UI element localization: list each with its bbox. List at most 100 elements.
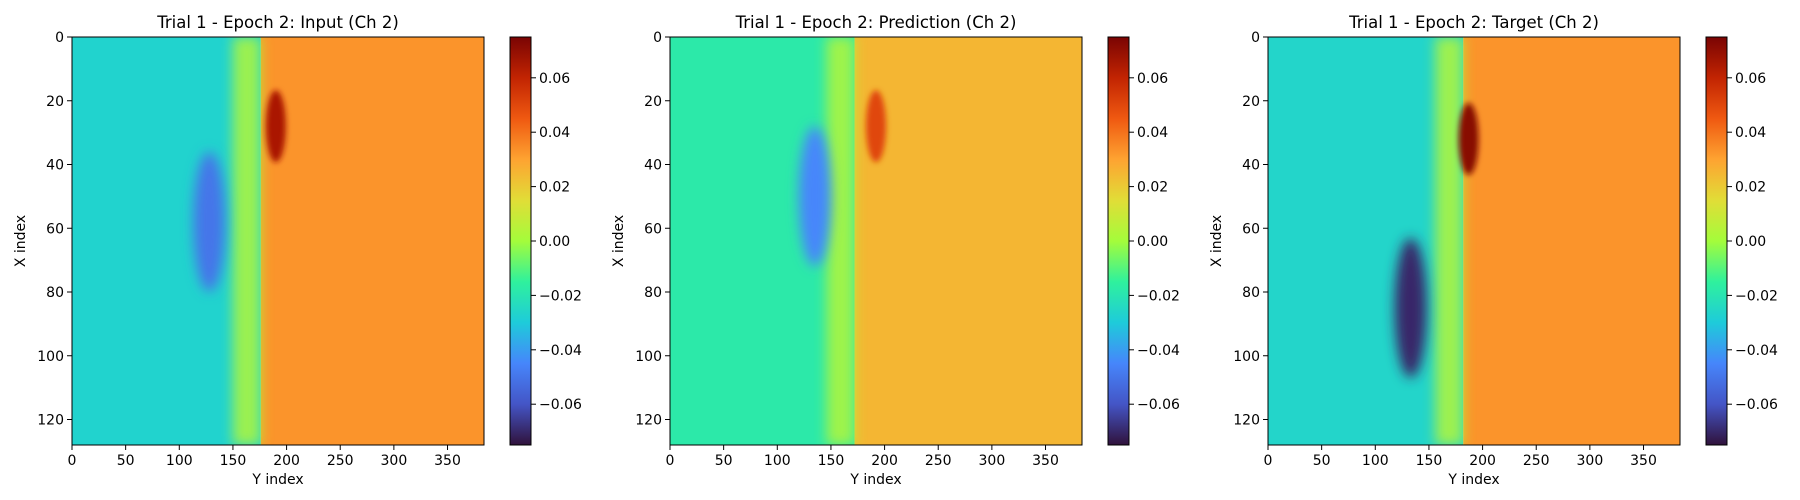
y-axis-label: X index <box>13 215 29 267</box>
y-tick-label: 120 <box>1233 413 1260 429</box>
front-band <box>232 37 261 445</box>
colorbar-tick-label: −0.02 <box>1137 288 1180 304</box>
heatmap-panel-2: Trial 1 - Epoch 2: Prediction (Ch 2) 0 50 1… <box>611 13 1180 488</box>
y-tick-label: 80 <box>644 285 662 301</box>
y-tick-label: 120 <box>37 413 64 429</box>
colorbar-tick-label: −0.02 <box>1735 288 1778 304</box>
x-tick-label: 150 <box>818 453 845 469</box>
x-tick-label: 200 <box>871 453 898 469</box>
x-tick-label: 150 <box>1416 453 1443 469</box>
x-tick-label: 50 <box>117 453 135 469</box>
region-right <box>854 37 1082 445</box>
panel-title: Trial 1 - Epoch 2: Input (Ch 2) <box>156 13 399 32</box>
x-tick-label: 200 <box>273 453 300 469</box>
panel-title: Trial 1 - Epoch 2: Prediction (Ch 2) <box>735 13 1017 32</box>
y-tick-label: 0 <box>55 30 64 46</box>
x-tick-label: 0 <box>666 453 675 469</box>
y-tick-label: 0 <box>653 30 662 46</box>
region-left <box>72 37 261 445</box>
x-tick-label: 300 <box>1577 453 1604 469</box>
colorbar-tick-label: −0.06 <box>1735 397 1778 413</box>
y-tick-label: 80 <box>46 285 64 301</box>
plot-frame <box>71 36 485 446</box>
y-tick-label: 40 <box>1242 158 1260 174</box>
x-tick-label: 350 <box>434 453 461 469</box>
y-tick-label: 60 <box>644 221 662 237</box>
colorbar-tick-label: −0.04 <box>539 343 582 359</box>
colorbar: 0.06 0.04 0.02 0.00 −0.02 −0.04 −0.06 <box>509 36 582 446</box>
x-tick-label: 200 <box>1469 453 1496 469</box>
y-tick-label: 100 <box>635 349 662 365</box>
y-tick-label: 100 <box>37 349 64 365</box>
y-tick-label: 100 <box>1233 349 1260 365</box>
colorbar-tick-label: −0.04 <box>1735 343 1778 359</box>
x-tick-label: 250 <box>327 453 354 469</box>
colorbar-tick-label: 0.06 <box>1137 71 1168 87</box>
x-tick-label: 250 <box>1523 453 1550 469</box>
x-tick-label: 100 <box>764 453 791 469</box>
peak-blob <box>866 90 886 163</box>
colorbar-tick-label: −0.04 <box>1137 343 1180 359</box>
heatmap-panel-3: Trial 1 - Epoch 2: Target (Ch 2) 0 50 100 15… <box>1209 13 1778 488</box>
colorbar: 0.06 0.04 0.02 0.00 −0.02 −0.04 −0.06 <box>1705 36 1778 446</box>
y-tick-label: 0 <box>1251 30 1260 46</box>
x-tick-label: 50 <box>715 453 733 469</box>
x-tick-label: 50 <box>1313 453 1331 469</box>
heatmap-field <box>670 37 1082 445</box>
x-tick-label: 100 <box>1362 453 1389 469</box>
y-tick-label: 40 <box>644 158 662 174</box>
front-band <box>1435 37 1464 445</box>
x-tick-label: 350 <box>1032 453 1059 469</box>
heatmap-field <box>72 37 484 445</box>
x-tick-label: 300 <box>381 453 408 469</box>
heatmap-field <box>1268 37 1680 445</box>
colorbar-gradient <box>1705 36 1728 446</box>
colorbar-tick-label: 0.00 <box>1137 234 1168 250</box>
y-axis-label: X index <box>611 215 627 267</box>
colorbar-gradient <box>509 36 532 446</box>
x-tick-label: 100 <box>166 453 193 469</box>
colorbar: 0.06 0.04 0.02 0.00 −0.02 −0.04 −0.06 <box>1107 36 1180 446</box>
colorbar-tick-label: 0.04 <box>1735 125 1766 141</box>
region-right <box>1463 37 1680 445</box>
y-axis-label: X index <box>1209 215 1225 267</box>
x-tick-label: 0 <box>1264 453 1273 469</box>
front-band <box>826 37 855 445</box>
region-left <box>1268 37 1464 445</box>
colorbar-tick-label: −0.02 <box>539 288 582 304</box>
x-tick-label: 150 <box>220 453 247 469</box>
colorbar-tick-label: 0.02 <box>1137 180 1168 196</box>
heatmap-panel-1: Trial 1 - Epoch 2: Input (Ch 2) 0 50 100 150… <box>13 13 582 488</box>
x-tick-label: 350 <box>1630 453 1657 469</box>
trough-blob <box>798 126 831 267</box>
colorbar-tick-label: −0.06 <box>539 397 582 413</box>
x-tick-label: 300 <box>979 453 1006 469</box>
colorbar-tick-label: −0.06 <box>1137 397 1180 413</box>
colorbar-tick-label: 0.00 <box>539 234 570 250</box>
colorbar-tick-label: 0.06 <box>1735 71 1766 87</box>
y-tick-label: 60 <box>46 221 64 237</box>
plot-frame <box>669 36 1083 446</box>
colorbar-tick-label: 0.04 <box>539 125 570 141</box>
plot-frame <box>1267 36 1681 446</box>
region-right <box>260 37 484 445</box>
x-axis-label: Y index <box>849 472 901 488</box>
y-tick-label: 80 <box>1242 285 1260 301</box>
colorbar-tick-label: 0.04 <box>1137 125 1168 141</box>
y-tick-label: 40 <box>46 158 64 174</box>
panel-title: Trial 1 - Epoch 2: Target (Ch 2) <box>1348 13 1599 32</box>
x-tick-label: 0 <box>68 453 77 469</box>
trough-blob <box>193 151 226 292</box>
y-tick-label: 20 <box>1242 94 1260 110</box>
colorbar-tick-label: 0.06 <box>539 71 570 87</box>
peak-blob <box>265 90 286 163</box>
x-axis-label: Y index <box>1447 472 1499 488</box>
y-tick-label: 120 <box>635 413 662 429</box>
peak-blob <box>1458 103 1479 175</box>
y-tick-label: 20 <box>46 94 64 110</box>
x-axis-label: Y index <box>251 472 303 488</box>
y-tick-label: 20 <box>644 94 662 110</box>
colorbar-gradient <box>1107 36 1130 446</box>
colorbar-tick-label: 0.02 <box>1735 180 1766 196</box>
